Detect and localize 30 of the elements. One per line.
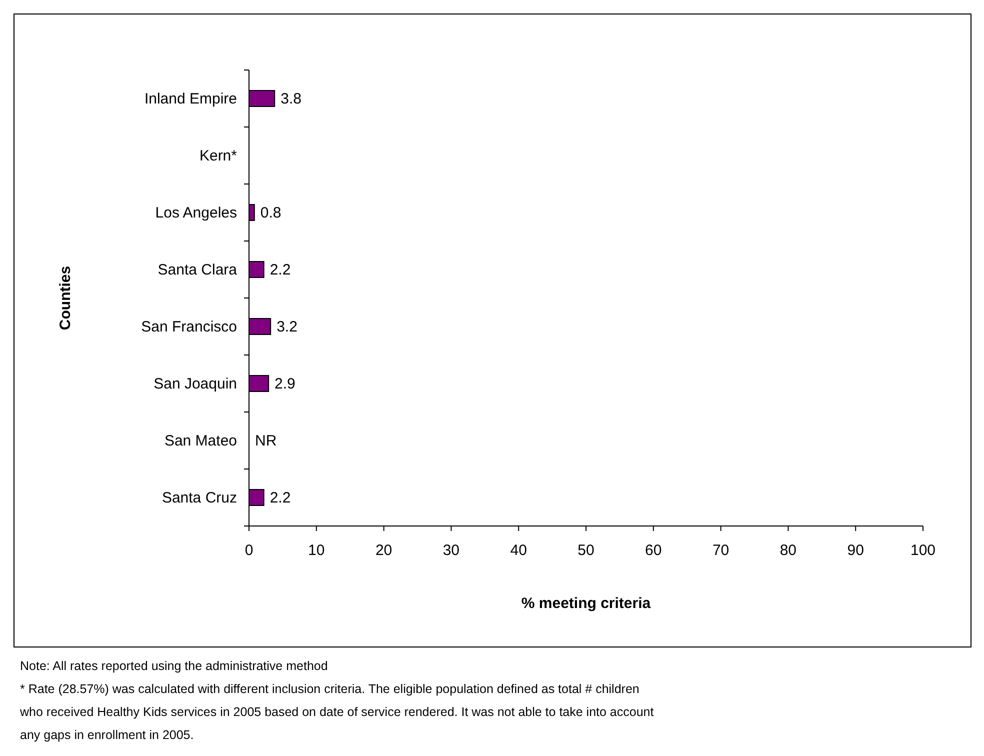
- x-axis-title: % meeting criteria: [521, 595, 652, 612]
- data-label: 2.2: [270, 490, 291, 506]
- text: * Rate (28.57%) was calculated with different inclusion criteria. The eligible population defined as total # children who received Healthy Kids services in 2005 based on date of service rendered. It was not able to take into account any gaps in enrollment in 2005.: [19, 682, 654, 742]
- data-label: 0.8: [260, 204, 282, 222]
- x-tick-label: 10: [308, 542, 325, 559]
- data-label: 3.8: [280, 90, 302, 108]
- y-tick-label: Kern*: [199, 148, 238, 164]
- y-tick-label: Santa Clara: [158, 262, 238, 278]
- x-tick-label: 80: [780, 542, 797, 559]
- data-label: 2.9: [274, 376, 296, 392]
- y-tick-label: Santa Cruz: [162, 490, 237, 506]
- text: NR: [255, 432, 277, 450]
- x-tick-label: 60: [645, 542, 662, 559]
- x-tick-label: 0: [244, 542, 254, 559]
- y-tick-label: San Joaquin: [154, 376, 237, 392]
- x-tick-label: 100: [910, 542, 936, 559]
- data-label: 2.2: [270, 262, 291, 278]
- y-tick-label: Los Angeles: [155, 204, 237, 222]
- y-tick-label: San Mateo: [164, 432, 237, 450]
- text: Note: All rates reported using the administrative method: [20, 659, 328, 673]
- x-tick-label: 50: [578, 542, 594, 559]
- data-label: 3.2: [276, 318, 298, 336]
- x-tick-label: 30: [442, 542, 460, 559]
- y-tick-label: Inland Empire: [144, 90, 237, 108]
- y-axis-title: Counties: [57, 266, 74, 330]
- x-tick-label: 20: [375, 542, 392, 559]
- x-tick-label: 40: [510, 542, 527, 559]
- x-tick-label: 90: [847, 542, 864, 559]
- y-tick-label: San Francisco: [141, 318, 237, 336]
- x-tick-label: 70: [712, 542, 730, 559]
